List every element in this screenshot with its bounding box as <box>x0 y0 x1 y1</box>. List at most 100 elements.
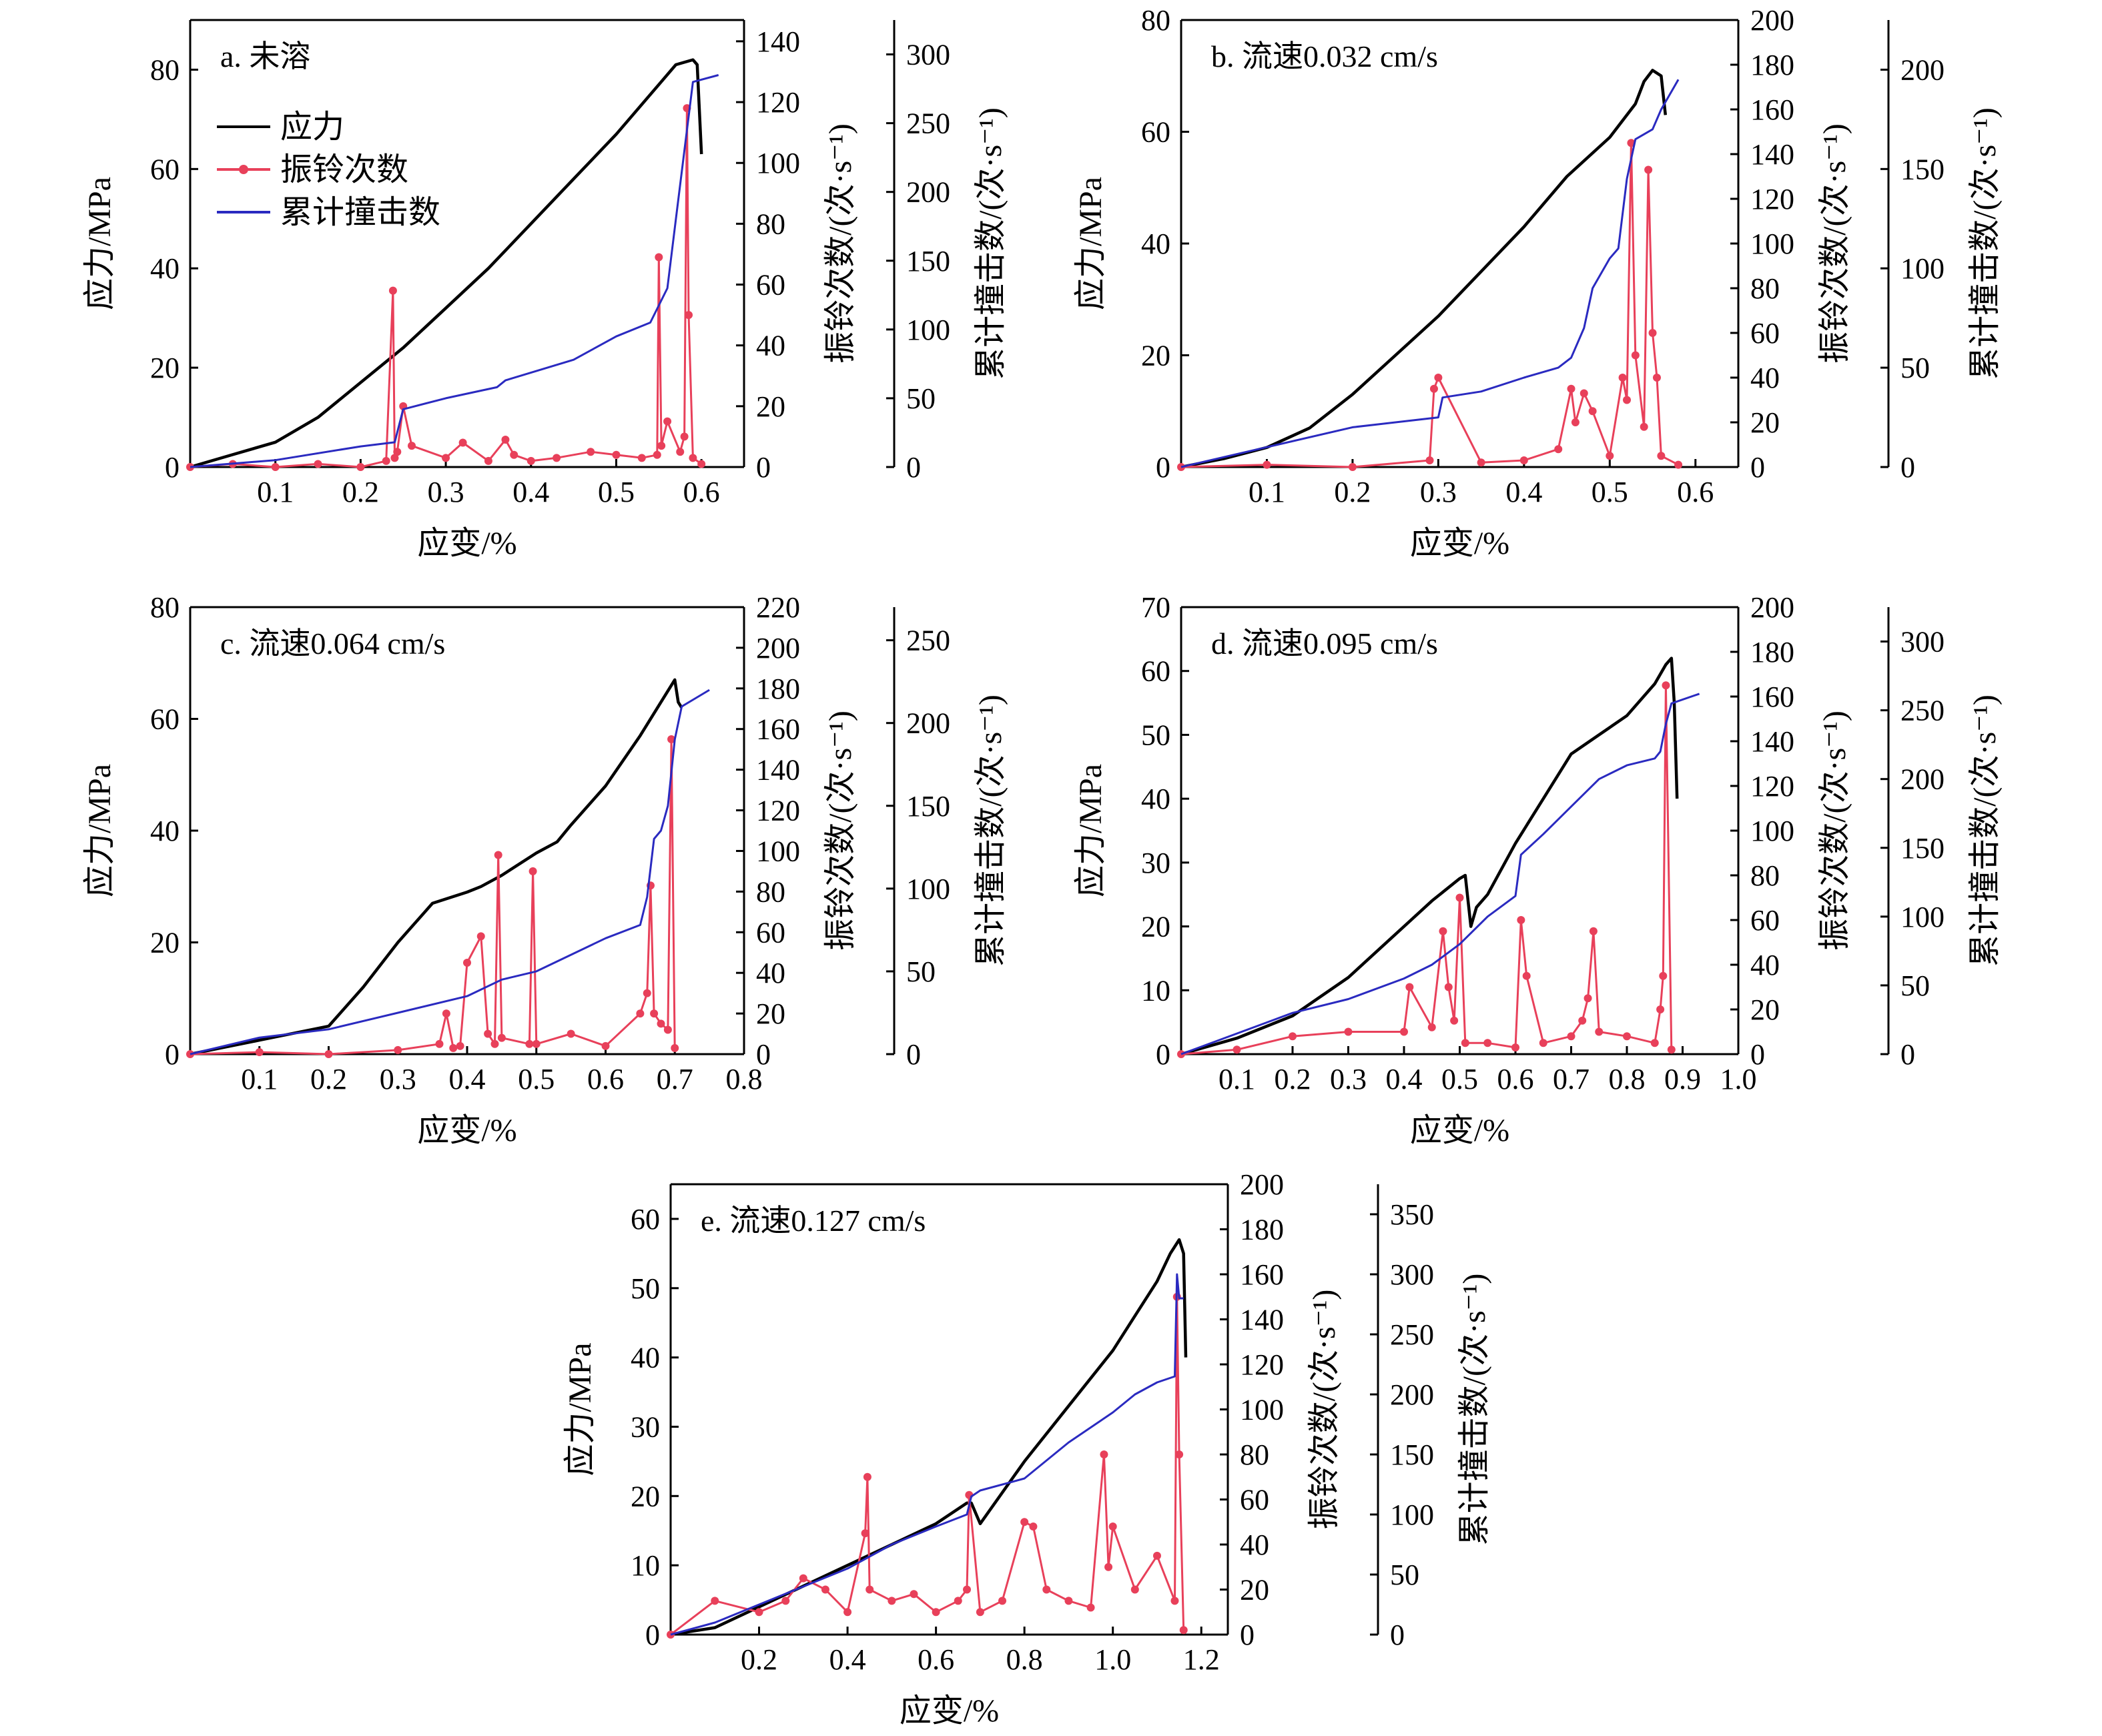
y-left-tick-label: 20 <box>631 1480 660 1512</box>
y-right2-tick-label: 0 <box>906 451 921 484</box>
ringing-point <box>1175 1450 1184 1458</box>
x-tick-label: 0.2 <box>1334 476 1371 508</box>
y-right2-tick-label: 100 <box>1900 252 1945 285</box>
y-right1-tick-label: 180 <box>1750 636 1794 669</box>
ringing-point <box>1554 445 1563 454</box>
y-right2-title: 累计撞击数/(次·s⁻¹) <box>1967 695 2003 967</box>
ringing-point <box>1674 460 1683 469</box>
y-right2-tick-label: 200 <box>906 176 950 209</box>
ringing-point <box>843 1608 852 1617</box>
ringing-point <box>1455 893 1464 902</box>
series-right2 <box>1180 79 1680 468</box>
y-right2-tick-label: 250 <box>906 107 950 140</box>
ringing-point <box>408 442 416 450</box>
ringing-point <box>636 1009 645 1018</box>
ringing-point <box>393 448 402 456</box>
ringing-point <box>587 448 595 456</box>
x-tick-label: 0.2 <box>741 1643 777 1676</box>
ringing-point <box>1086 1603 1095 1612</box>
y-left-tick-label: 20 <box>1141 911 1170 943</box>
ringing-point <box>442 1009 450 1018</box>
y-right1-tick-label: 100 <box>1750 228 1794 260</box>
y-right2-tick-label: 50 <box>906 382 936 415</box>
y-right1-tick-label: 140 <box>756 25 800 58</box>
y-right1-tick-label: 100 <box>1240 1394 1284 1426</box>
ringing-point <box>676 448 685 456</box>
ringing-point <box>1483 1039 1492 1047</box>
series-right2 <box>190 689 710 1055</box>
y-left-tick-label: 0 <box>1156 451 1170 484</box>
y-left-tick-label: 60 <box>1141 116 1170 149</box>
y-left-tick-label: 60 <box>150 703 180 736</box>
ringing-point <box>435 1039 444 1048</box>
ringing-point <box>255 1047 264 1056</box>
y-left-tick-label: 40 <box>1141 783 1170 815</box>
ringing-point <box>954 1597 962 1605</box>
ringing-point <box>529 867 537 875</box>
ringing-point <box>1657 452 1666 460</box>
x-tick-label: 0.6 <box>918 1643 954 1676</box>
y-right1-tick-label: 0 <box>756 1038 771 1071</box>
ringing-point <box>689 454 697 462</box>
x-tick-label: 0.4 <box>1505 476 1542 508</box>
ringing-point <box>1439 927 1447 935</box>
x-axis-title: 应变/% <box>900 1693 999 1729</box>
y-left-title: 应力/MPa <box>1073 764 1108 897</box>
ringing-point <box>1522 971 1531 980</box>
x-tick-label: 0.6 <box>587 1063 624 1096</box>
y-right1-tick-label: 120 <box>756 795 800 827</box>
y-right2-tick-label: 100 <box>906 873 950 905</box>
y-right1-tick-label: 40 <box>1240 1529 1269 1561</box>
y-right1-tick-label: 40 <box>756 957 785 989</box>
y-right2-tick-label: 150 <box>906 790 950 823</box>
y-right2-title: 累计撞击数/(次·s⁻¹) <box>1967 107 2003 380</box>
y-right2-title: 累计撞击数/(次·s⁻¹) <box>1457 1274 1492 1546</box>
ringing-point <box>510 450 518 459</box>
y-right2-tick-label: 0 <box>1390 1619 1405 1651</box>
ringing-point <box>1644 165 1653 174</box>
ringing-point <box>1461 1039 1469 1047</box>
y-right1-tick-label: 120 <box>1750 770 1794 803</box>
ringing-point <box>653 450 661 459</box>
y-left-tick-label: 80 <box>150 591 180 624</box>
ringing-point <box>458 438 467 447</box>
series-right2 <box>190 74 719 468</box>
y-right1-tick-label: 200 <box>1750 4 1794 37</box>
ringing-point <box>1263 460 1271 469</box>
panel-title: b. 流速0.032 cm/s <box>1211 39 1438 73</box>
ringing-point <box>680 432 689 441</box>
ringing-point <box>1656 1005 1665 1013</box>
y-left-title: 应力/MPa <box>563 1342 598 1476</box>
ringing-point <box>324 1050 333 1058</box>
ringing-point <box>1400 1027 1408 1036</box>
ringing-point <box>1659 971 1668 980</box>
y-right2-tick-label: 250 <box>1390 1318 1434 1351</box>
y-left-tick-label: 20 <box>150 352 180 384</box>
legend-marker-ringing <box>239 165 248 174</box>
ringing-point <box>1434 374 1443 382</box>
ringing-point <box>1623 396 1631 404</box>
y-right2-tick-label: 100 <box>1390 1498 1434 1531</box>
y-right1-tick-label: 40 <box>1750 949 1780 981</box>
ringing-point <box>657 442 666 450</box>
y-right1-tick-label: 80 <box>1750 859 1780 892</box>
x-tick-label: 0.6 <box>1677 476 1714 508</box>
y-right1-tick-label: 20 <box>1750 406 1780 439</box>
y-right1-tick-label: 160 <box>1750 93 1794 126</box>
series-left <box>1180 657 1679 1056</box>
x-tick-label: 0.2 <box>342 476 379 508</box>
ringing-point <box>497 1033 506 1042</box>
panel-title: d. 流速0.095 cm/s <box>1211 626 1438 661</box>
x-tick-label: 0.4 <box>449 1063 486 1096</box>
y-right1-tick-label: 140 <box>1750 138 1794 171</box>
ringing-point <box>532 1039 541 1048</box>
y-right2-tick-label: 150 <box>1900 832 1945 865</box>
ringing-point <box>637 454 646 462</box>
ringing-point <box>963 1585 972 1594</box>
y-right1-tick-label: 120 <box>1750 183 1794 215</box>
ringing-point <box>456 1041 464 1050</box>
ringing-point <box>1450 1016 1459 1025</box>
x-tick-label: 0.3 <box>1420 476 1457 508</box>
y-right2-tick-label: 100 <box>906 314 950 346</box>
x-tick-label: 0.5 <box>518 1063 555 1096</box>
